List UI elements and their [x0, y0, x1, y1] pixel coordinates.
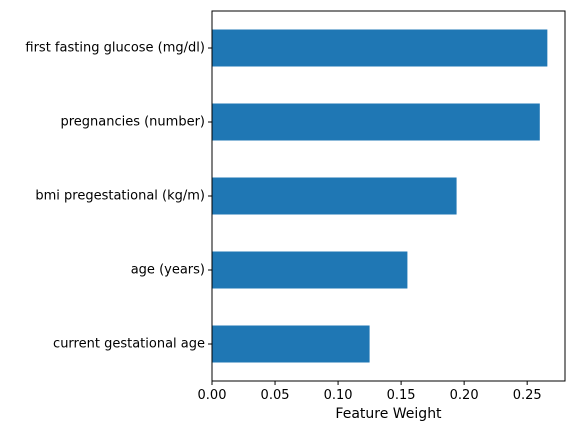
category-label: pregnancies (number) — [60, 115, 205, 130]
x-tick-label: 0.05 — [261, 388, 290, 403]
bar — [212, 325, 370, 363]
x-axis-title: Feature Weight — [335, 406, 442, 422]
x-tick-label: 0.20 — [450, 388, 479, 403]
x-tick-label: 0.25 — [513, 388, 542, 403]
category-label: age (years) — [131, 263, 205, 278]
bar — [212, 103, 540, 141]
plot-frame — [211, 10, 566, 382]
x-tick-label: 0.15 — [387, 388, 416, 403]
x-tick-label: 0.00 — [198, 388, 227, 403]
category-label: bmi pregestational (kg/m) — [35, 189, 205, 204]
x-axis: 0.00 0.05 0.10 0.15 0.20 0.25 — [198, 381, 542, 403]
bar — [212, 251, 408, 289]
bar — [212, 177, 457, 215]
category-label: current gestational age — [53, 337, 205, 352]
bars-layer — [212, 29, 548, 363]
x-tick-label: 0.10 — [324, 388, 353, 403]
category-label: first fasting glucose (mg/dl) — [25, 41, 205, 56]
bar — [212, 29, 548, 67]
y-axis: first fasting glucose (mg/dl) pregnancies… — [25, 41, 212, 352]
